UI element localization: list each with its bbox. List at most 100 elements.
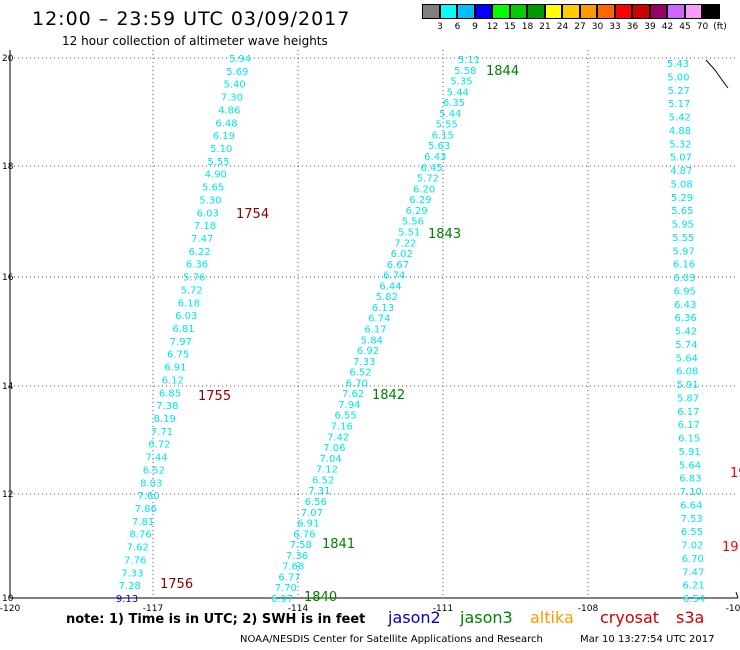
wave-height-value: 6.02 xyxy=(391,249,413,260)
satellite-jason2: jason2 xyxy=(388,608,441,627)
wave-height-value: 7.86 xyxy=(135,504,157,515)
wave-height-value: 6.03 xyxy=(197,208,219,219)
scale-swatch xyxy=(579,4,597,19)
wave-height-value: 5.42 xyxy=(668,113,690,124)
wave-height-value: 6.74 xyxy=(383,271,405,282)
wave-height-value: 6.43 xyxy=(674,300,696,311)
wave-height-value: 6.77 xyxy=(278,572,300,583)
wave-height-value: 6.97 xyxy=(271,594,293,605)
wave-height-value: 5.10 xyxy=(210,144,232,155)
scale-swatch xyxy=(527,4,545,19)
wave-height-value: 5.00 xyxy=(667,72,689,83)
wave-height-value: 7.71 xyxy=(151,427,173,438)
scale-swatch xyxy=(509,4,527,19)
scale-label: 21 xyxy=(539,22,551,32)
satellite-jason3: jason3 xyxy=(460,608,513,627)
scale-swatch xyxy=(632,4,650,19)
scale-label: 42 xyxy=(661,22,674,32)
wave-height-value: 7.76 xyxy=(124,555,146,566)
wave-height-value: 5.65 xyxy=(671,206,693,217)
wave-height-value: 6.70 xyxy=(682,554,704,565)
wave-height-value: 7.53 xyxy=(680,514,702,525)
altimeter-tracks: 5.94 5.69 5.40 7.304.86 6.48 6.19 5.10 5.55 4.90… xyxy=(116,54,740,605)
wave-height-value: 6.36 xyxy=(186,260,208,271)
scale-swatch xyxy=(474,4,492,19)
wave-height-value: 5.72 xyxy=(417,174,439,185)
wave-height-value: 5.95 xyxy=(672,220,694,231)
scale-label: 15 xyxy=(504,22,516,32)
lat-tick-label: 12 xyxy=(2,490,13,500)
satellite-altika: altika xyxy=(530,608,574,627)
time-label: 1842 xyxy=(372,388,405,403)
wave-height-value: 9.13 xyxy=(116,594,138,605)
wave-height-value: 6.91 xyxy=(297,519,319,530)
scale-label: 12 xyxy=(486,22,499,32)
wave-height-value: 7.58 xyxy=(290,540,312,551)
wave-height-value: 6.13 xyxy=(372,303,394,314)
scale-label: 6 xyxy=(454,22,461,32)
wave-height-value: 6.67 xyxy=(387,260,409,271)
wave-height-value: 5.51 xyxy=(398,228,420,239)
scale-label: 18 xyxy=(521,22,534,32)
grid-lines: -120 -117 -114 -111 -108 -10 20 18 16 14 12 10 xyxy=(0,50,740,614)
lat-tick-label: 16 xyxy=(2,273,14,283)
satellite-s3a: s3a xyxy=(676,608,705,627)
time-label: 1843 xyxy=(428,227,461,242)
map-title: 12:00 – 23:59 UTC 03/09/2017 xyxy=(32,8,351,30)
wave-height-value: 5.44 xyxy=(447,87,469,98)
credit-text: NOAA/NESDIS Center for Satellite Applica… xyxy=(240,634,543,645)
wave-height-value: 5.55 xyxy=(672,233,694,244)
scale-label: 24 xyxy=(556,22,569,32)
wave-height-value: 6.21 xyxy=(682,581,704,592)
scale-swatch xyxy=(457,4,475,19)
wave-height-value: 5.27 xyxy=(668,86,690,97)
wave-height-value: 5.63 xyxy=(428,141,450,152)
time-label: 1754 xyxy=(236,207,269,222)
footnote: note: 1) Time is in UTC; 2) SWH is in fe… xyxy=(66,612,366,627)
wave-height-value: 7.12 xyxy=(316,465,338,476)
wave-height-value: 6.18 xyxy=(178,298,200,309)
wave-height-value: 7.68 xyxy=(282,562,304,573)
wave-height-value: 6.29 xyxy=(405,206,427,217)
coastline xyxy=(705,59,729,89)
wave-height-value: 7.47 xyxy=(191,234,213,245)
wave-height-value: 5.76 xyxy=(183,273,205,284)
wave-height-value: 6.72 xyxy=(148,440,170,451)
wave-height-value: 6.12 xyxy=(162,375,184,386)
time-label: 1840 xyxy=(304,590,337,605)
wave-height-value: 6.76 xyxy=(293,529,315,540)
wave-height-value: 5.44 xyxy=(439,109,461,120)
wave-height-value: 6.15 xyxy=(678,434,700,445)
wave-height-value: 5.07 xyxy=(670,153,692,164)
wave-height-value: 5.56 xyxy=(402,217,424,228)
wave-height-value: 5.35 xyxy=(450,77,472,88)
lat-tick-label: 20 xyxy=(2,54,14,64)
wave-height-value: 5.58 xyxy=(454,66,476,77)
wave-height-value: 7.60 xyxy=(137,491,159,502)
wave-height-value: 6.15 xyxy=(432,131,454,142)
wave-height-value: 6.95 xyxy=(674,286,696,297)
wave-height-value: 7.62 xyxy=(127,543,149,554)
wave-height-value: 7.18 xyxy=(194,221,216,232)
wave-height-value: 6.17 xyxy=(677,407,699,418)
wave-height-value: 5.74 xyxy=(675,340,697,351)
wave-height-value: 7.22 xyxy=(394,238,416,249)
scale-label: 9 xyxy=(472,22,478,32)
wave-height-value: 8.19 xyxy=(154,414,176,425)
wave-height-value: 7.38 xyxy=(156,401,178,412)
wave-height-value: 5.17 xyxy=(668,99,690,110)
wave-height-value: 5.08 xyxy=(670,179,692,190)
lon-tick-label: -120 xyxy=(0,604,20,614)
wave-height-value: 6.17 xyxy=(678,420,700,431)
wave-height-value: 6.83 xyxy=(679,474,701,485)
wave-height-value: 5.64 xyxy=(676,353,698,364)
lon-tick-label: -111 xyxy=(433,604,453,614)
wave-height-value: 5.82 xyxy=(376,292,398,303)
wave-height-value: 6.48 xyxy=(215,118,237,129)
wave-height-value: 6.91 xyxy=(164,363,186,374)
wave-height-value: 6.20 xyxy=(413,184,435,195)
wave-height-value: 4.88 xyxy=(669,126,691,137)
scale-label: 36 xyxy=(626,22,639,32)
wave-height-value: 6.16 xyxy=(673,260,695,271)
scale-label: 27 xyxy=(574,22,586,32)
